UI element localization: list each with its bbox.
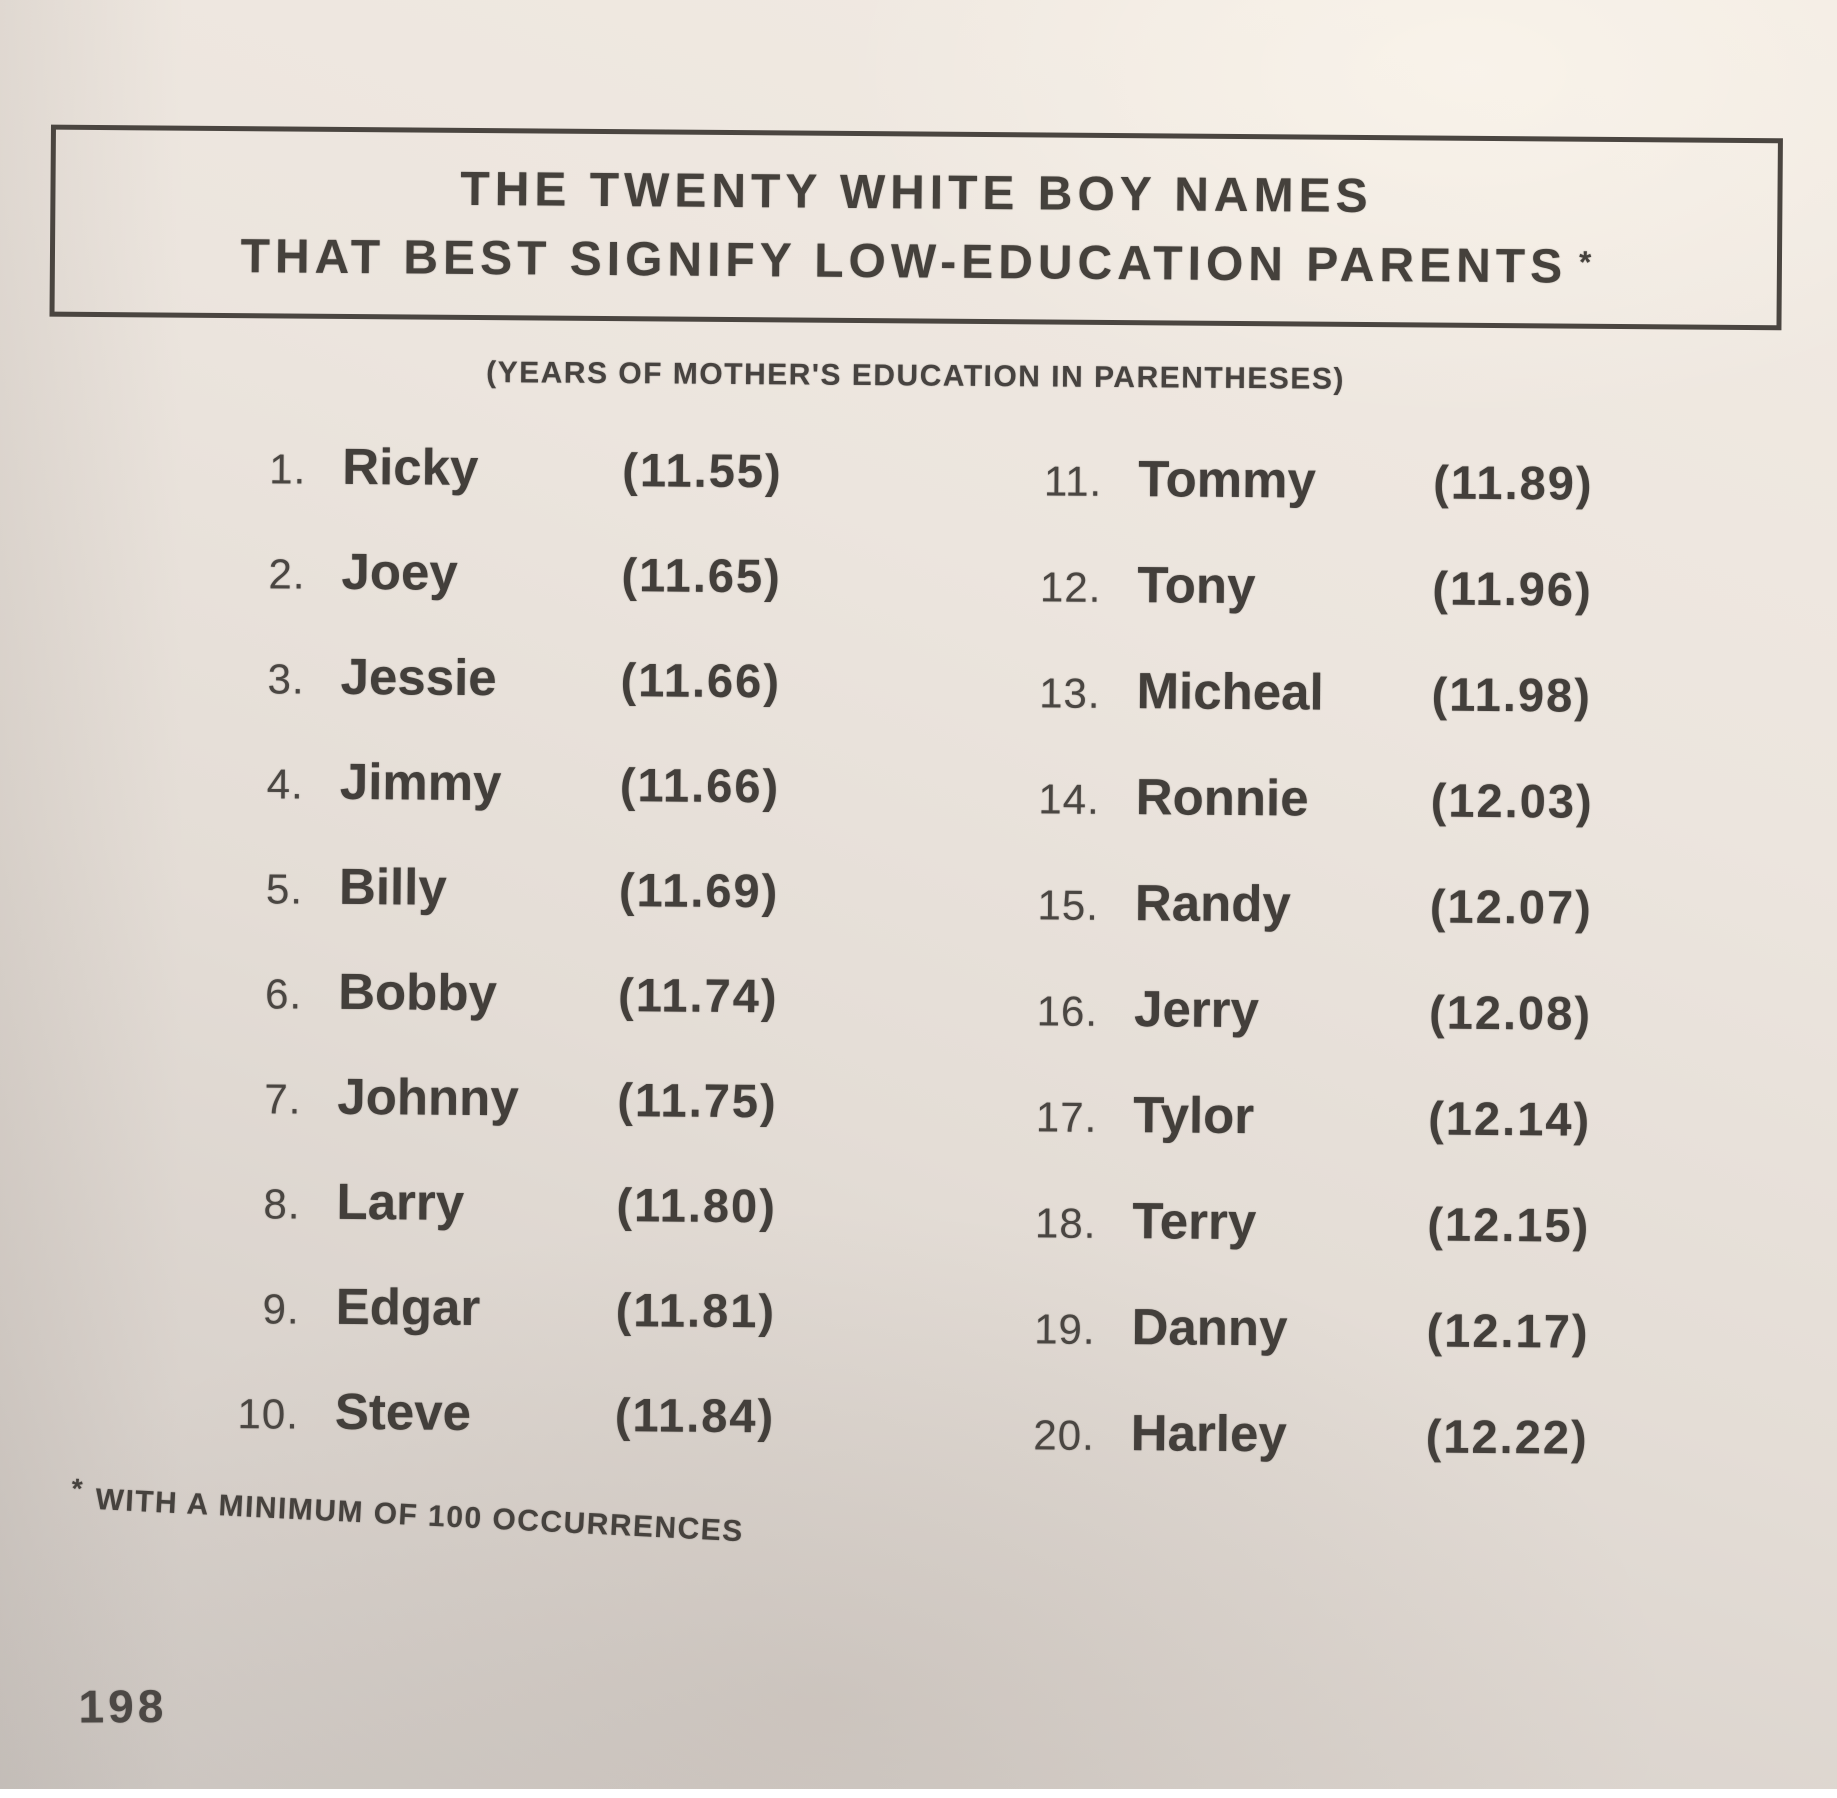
page-title-line-1: THE TWENTY WHITE BOY NAMES (460, 162, 1373, 224)
page-title-line-2: THAT BEST SIGNIFY LOW-EDUCATION PARENTS * (240, 229, 1591, 295)
list-item: 16. Jerry (12.08) (1001, 978, 1592, 1089)
footnote-text: WITH A MINIMUM OF 100 OCCURRENCES (94, 1483, 745, 1549)
mother-education-years: (11.75) (617, 1073, 778, 1128)
list-item: 17. Tylor (12.14) (1001, 1084, 1592, 1195)
list-item: 8. Larry (11.80) (204, 1171, 777, 1280)
rank-number: 17. (1035, 1093, 1098, 1141)
list-item: 20. Harley (12.22) (998, 1402, 1589, 1513)
mother-education-years: (11.74) (617, 968, 779, 1023)
mother-education-years: (11.84) (614, 1388, 776, 1443)
page-number: 198 (78, 1679, 168, 1733)
boy-name: Jessie (340, 647, 497, 707)
mother-education-years: (11.96) (1432, 561, 1593, 616)
boy-name: Tylor (1133, 1086, 1255, 1145)
boy-name: Ricky (342, 437, 479, 496)
boy-name: Joey (341, 542, 458, 601)
mother-education-years: (12.15) (1427, 1197, 1591, 1252)
mother-education-years: (12.17) (1426, 1303, 1590, 1358)
rank-number: 6. (264, 970, 303, 1018)
list-item: 4. Jimmy (11.66) (207, 751, 781, 860)
title-box: THE TWENTY WHITE BOY NAMES THAT BEST SIG… (49, 124, 1783, 331)
mother-education-years: (11.65) (621, 548, 783, 603)
list-item: 2. Joey (11.65) (209, 541, 782, 650)
boy-name: Tommy (1138, 450, 1317, 509)
list-item: 18. Terry (12.15) (1000, 1190, 1591, 1301)
rank-number: 20. (1033, 1411, 1095, 1459)
list-item: 11. Tommy (11.89) (1006, 448, 1597, 559)
mother-education-years: (12.14) (1428, 1091, 1592, 1146)
rank-number: 19. (1033, 1305, 1096, 1353)
rank-number: 4. (266, 760, 305, 808)
rank-number: 10. (237, 1390, 300, 1438)
rank-number: 11. (1043, 457, 1103, 505)
boy-name: Randy (1134, 874, 1292, 933)
name-list-left-column: 1. Ricky (11.55) 2. Joey (11.65) 3. Jessie (11.6… (202, 436, 783, 1490)
mother-education-years: (11.81) (615, 1283, 777, 1338)
mother-education-years: (12.08) (1428, 985, 1593, 1040)
boy-name: Micheal (1136, 662, 1324, 721)
mother-education-years: (11.69) (618, 863, 780, 918)
list-item: 15. Randy (12.07) (1002, 872, 1593, 983)
mother-education-years: (11.80) (616, 1178, 778, 1233)
boy-name: Billy (338, 857, 447, 916)
rank-number: 1. (269, 445, 307, 493)
boy-name: Tony (1137, 556, 1256, 615)
title-text-1: THE TWENTY WHITE BOY NAMES (460, 162, 1373, 224)
boy-name: Jerry (1133, 980, 1260, 1039)
list-item: 14. Ronnie (12.03) (1003, 766, 1594, 877)
rank-number: 15. (1037, 881, 1100, 929)
boy-name: Danny (1131, 1298, 1288, 1357)
boy-name: Edgar (335, 1277, 481, 1337)
list-item: 19. Danny (12.17) (999, 1296, 1590, 1407)
list-item: 12. Tony (11.96) (1005, 554, 1596, 665)
rank-number: 3. (267, 655, 305, 703)
list-item: 9. Edgar (11.81) (203, 1276, 776, 1385)
name-list-right-column: 11. Tommy (11.89) 12. Tony (11.96) 13. Micheal (… (998, 448, 1596, 1513)
boy-name: Bobby (337, 962, 498, 1022)
rank-number: 13. (1038, 669, 1101, 717)
list-item: 3. Jessie (11.66) (208, 646, 781, 755)
mother-education-years: (12.07) (1429, 879, 1594, 934)
title-text-2: THAT BEST SIGNIFY LOW-EDUCATION PARENTS (240, 230, 1568, 294)
rank-number: 18. (1034, 1199, 1097, 1247)
list-item: 13. Micheal (11.98) (1004, 660, 1595, 771)
mother-education-years: (12.03) (1430, 773, 1594, 828)
rank-number: 16. (1036, 987, 1099, 1035)
rank-number: 12. (1039, 563, 1102, 611)
list-item: 1. Ricky (11.55) (210, 436, 783, 545)
mother-education-years: (11.66) (620, 653, 782, 708)
rank-number: 9. (262, 1285, 300, 1333)
mother-education-years: (11.89) (1433, 455, 1594, 510)
mother-education-years: (11.98) (1431, 667, 1593, 722)
rank-number: 14. (1038, 775, 1100, 823)
boy-name: Terry (1132, 1192, 1257, 1251)
rank-number: 5. (265, 865, 304, 913)
subtitle: (YEARS OF MOTHER'S EDUCATION IN PARENTHE… (486, 356, 1346, 396)
mother-education-years: (11.55) (622, 443, 783, 498)
rank-number: 8. (263, 1180, 301, 1228)
list-item: 5. Billy (11.69) (206, 856, 780, 965)
title-asterisk: * (1578, 244, 1592, 280)
boy-name: Harley (1130, 1404, 1287, 1463)
mother-education-years: (12.22) (1425, 1409, 1589, 1464)
boy-name: Johnny (337, 1067, 519, 1127)
boy-name: Ronnie (1135, 768, 1309, 827)
boy-name: Steve (334, 1382, 472, 1441)
boy-name: Larry (336, 1172, 465, 1231)
list-item: 6. Bobby (11.74) (206, 961, 779, 1070)
mother-education-years: (11.66) (619, 758, 781, 813)
rank-number: 7. (264, 1075, 302, 1123)
rank-number: 2. (268, 550, 306, 598)
list-item: 10. Steve (11.84) (202, 1381, 775, 1490)
boy-name: Jimmy (339, 752, 502, 812)
footnote-asterisk: * (70, 1472, 85, 1505)
list-item: 7. Johnny (11.75) (205, 1066, 778, 1175)
